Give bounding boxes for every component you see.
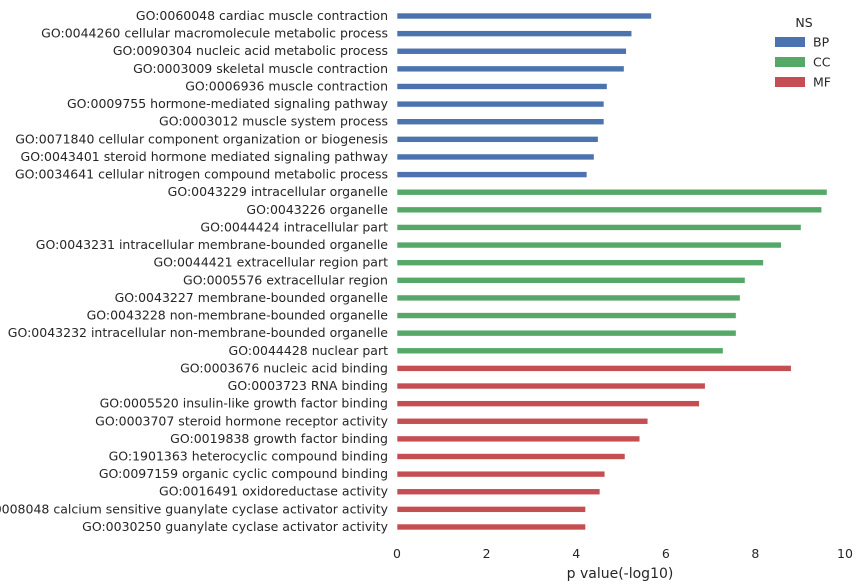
legend-swatch — [775, 77, 805, 87]
category-label: GO:0043228 non-membrane-bounded organell… — [87, 308, 389, 323]
category-label: GO:0090304 nucleic acid metabolic proces… — [113, 43, 388, 58]
bar — [396, 329, 737, 337]
category-label: GO:0034641 cellular nitrogen compound me… — [15, 167, 388, 182]
category-label: GO:0043229 intracellular organelle — [168, 184, 389, 199]
category-label: GO:0044421 extracellular region part — [153, 255, 388, 270]
bar — [396, 506, 586, 513]
bar — [396, 365, 792, 372]
category-label: GO:1901363 heterocyclic compound binding — [109, 449, 388, 464]
bar — [396, 47, 627, 55]
bar — [396, 118, 605, 126]
bar — [396, 470, 606, 478]
bar — [396, 83, 608, 90]
category-label: GO:0097159 organic cyclic compound bindi… — [99, 466, 388, 481]
x-tick-label: 10 — [837, 546, 853, 561]
category-label: GO:0006936 muscle contraction — [185, 78, 388, 93]
bar — [396, 400, 700, 407]
bar — [396, 294, 741, 302]
bar — [396, 12, 652, 20]
bar — [396, 488, 601, 496]
legend-label: CC — [813, 55, 831, 70]
category-label: GO:0019838 growth factor binding — [170, 431, 388, 446]
bar — [396, 259, 764, 266]
category-label: GO:0060048 cardiac muscle contraction — [136, 8, 388, 23]
category-label: GO:0043231 intracellular membrane-bounde… — [36, 237, 389, 252]
category-label: GO:0016491 oxidoreductase activity — [159, 484, 389, 499]
category-label: GO:0044428 nuclear part — [229, 343, 389, 358]
category-label: GO:0003009 skeletal muscle contraction — [133, 61, 388, 76]
x-tick-label: 6 — [662, 546, 670, 561]
legend-swatch — [775, 37, 805, 47]
bar — [396, 347, 724, 355]
bar — [396, 136, 599, 143]
x-axis-title: p value(-log10) — [567, 566, 674, 582]
bar — [396, 153, 595, 161]
bar — [396, 523, 586, 531]
category-label: GO:0008048 calcium sensitive guanylate c… — [0, 501, 389, 516]
bar — [396, 224, 802, 231]
category-label: GO:0003676 nucleic acid binding — [180, 360, 388, 375]
category-label: GO:0044260 cellular macromolecule metabo… — [41, 26, 388, 41]
bar — [396, 417, 649, 425]
x-tick-labels-group: 0 2 4 6 8 10 — [393, 546, 853, 561]
legend-label: BP — [813, 35, 830, 50]
category-label: GO:0043226 organelle — [246, 202, 388, 217]
legend-swatch — [775, 57, 805, 67]
bar — [396, 312, 737, 319]
legend: NS BP CC MF — [775, 15, 831, 90]
category-label: GO:0043232 intracellular non-membrane-bo… — [8, 325, 389, 340]
category-label: GO:0003012 muscle system process — [159, 114, 388, 129]
x-tick-label: 2 — [483, 546, 491, 561]
bar — [396, 171, 588, 178]
category-label: GO:0005520 insulin-like growth factor bi… — [100, 396, 388, 411]
category-label: GO:0003707 steroid hormone receptor acti… — [95, 413, 388, 428]
bar — [396, 206, 823, 214]
category-label: GO:0003723 RNA binding — [228, 378, 388, 393]
bar — [396, 30, 633, 37]
bar — [396, 100, 605, 108]
bar — [396, 382, 706, 390]
legend-title: NS — [795, 15, 812, 30]
x-tick-label: 8 — [751, 546, 759, 561]
x-tick-label: 4 — [572, 546, 580, 561]
category-label: GO:0043227 membrane-bounded organelle — [115, 290, 389, 305]
category-labels-group: GO:0060048 cardiac muscle contraction GO:… — [0, 8, 389, 534]
bar — [396, 453, 626, 460]
bars-group — [396, 12, 828, 531]
x-tick-label: 0 — [393, 546, 401, 561]
category-label: GO:0043401 steroid hormone mediated sign… — [21, 149, 389, 164]
category-label: GO:0030250 guanylate cyclase activator a… — [82, 519, 388, 534]
bar — [396, 65, 625, 73]
category-label: GO:0009755 hormone-mediated signaling pa… — [67, 96, 389, 111]
bar — [396, 188, 828, 196]
category-label: GO:0071840 cellular component organizati… — [15, 131, 388, 146]
bar — [396, 435, 641, 443]
category-label: GO:0044424 intracellular part — [200, 219, 388, 234]
bar — [396, 276, 746, 284]
category-label: GO:0005576 extracellular region — [183, 272, 388, 287]
legend-label: MF — [813, 75, 831, 90]
bar — [396, 241, 782, 249]
